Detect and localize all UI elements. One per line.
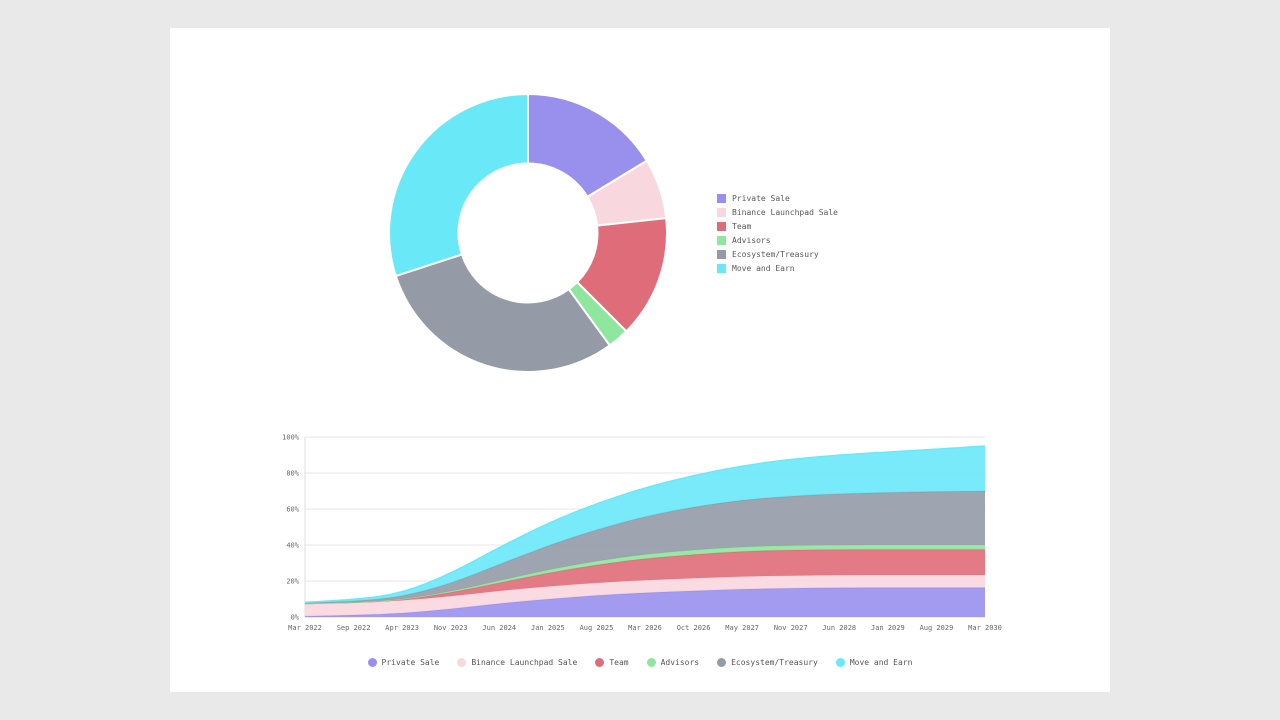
area-band-5[interactable] bbox=[305, 446, 985, 603]
y-tick-label: 20% bbox=[286, 578, 299, 586]
allocation-donut-chart[interactable] bbox=[388, 93, 668, 373]
area-band-1[interactable] bbox=[305, 575, 985, 617]
legend-dot-icon bbox=[595, 657, 605, 667]
legend-label: Advisors bbox=[732, 236, 771, 245]
x-tick-label: Oct 2026 bbox=[677, 624, 711, 632]
legend-label: Ecosystem/Treasury bbox=[731, 657, 818, 667]
area-chart-legend: Private Sale Binance Launchpad Sale Team Ad… bbox=[170, 652, 1110, 672]
legend-dot-icon bbox=[457, 657, 467, 667]
donut-legend-item[interactable]: Move and Earn bbox=[717, 264, 838, 273]
donut-legend: Private Sale Binance Launchpad Sale Team Ad… bbox=[717, 194, 838, 273]
legend-label: Team bbox=[609, 657, 629, 667]
legend-label: Move and Earn bbox=[849, 657, 913, 667]
area-legend-item[interactable]: Team bbox=[595, 657, 629, 667]
area-legend-item[interactable]: Move and Earn bbox=[835, 657, 913, 667]
area-legend-item[interactable]: Private Sale bbox=[367, 657, 440, 667]
area-band-3[interactable] bbox=[305, 545, 985, 604]
legend-label: Move and Earn bbox=[732, 264, 795, 273]
area-legend-item[interactable]: Advisors bbox=[646, 657, 700, 667]
y-tick-label: 0% bbox=[291, 614, 300, 622]
area-band-0[interactable] bbox=[305, 587, 985, 617]
x-tick-label: Nov 2027 bbox=[774, 624, 808, 632]
x-tick-label: Jun 2024 bbox=[482, 624, 516, 632]
legend-swatch-icon bbox=[717, 222, 726, 231]
y-tick-label: 60% bbox=[286, 506, 299, 514]
donut-legend-item[interactable]: Ecosystem/Treasury bbox=[717, 250, 838, 259]
donut-slice-4[interactable] bbox=[394, 253, 612, 373]
legend-swatch-icon bbox=[717, 236, 726, 245]
x-tick-label: May 2027 bbox=[725, 624, 759, 632]
x-tick-label: Mar 2022 bbox=[288, 624, 322, 632]
legend-label: Binance Launchpad Sale bbox=[471, 657, 578, 667]
legend-label: Binance Launchpad Sale bbox=[732, 208, 838, 217]
legend-label: Advisors bbox=[660, 657, 700, 667]
x-tick-label: Sep 2022 bbox=[337, 624, 371, 632]
donut-legend-item[interactable]: Private Sale bbox=[717, 194, 838, 203]
y-tick-label: 40% bbox=[286, 542, 299, 550]
legend-swatch-icon bbox=[717, 208, 726, 217]
donut-legend-item[interactable]: Binance Launchpad Sale bbox=[717, 208, 838, 217]
legend-dot-icon bbox=[717, 657, 727, 667]
x-tick-label: Jan 2025 bbox=[531, 624, 565, 632]
area-legend-item[interactable]: Binance Launchpad Sale bbox=[457, 657, 578, 667]
y-tick-label: 100% bbox=[282, 434, 300, 442]
x-tick-label: Mar 2026 bbox=[628, 624, 662, 632]
donut-slice-5[interactable] bbox=[388, 93, 529, 278]
area-band-4[interactable] bbox=[305, 491, 985, 604]
x-tick-label: Jun 2028 bbox=[822, 624, 856, 632]
legend-label: Private Sale bbox=[732, 194, 790, 203]
tokenomics-card: Private Sale Binance Launchpad Sale Team Ad… bbox=[170, 28, 1110, 692]
x-tick-label: Apr 2023 bbox=[385, 624, 419, 632]
vesting-area-chart[interactable]: 0% 20% 40% 60% 80% 100% Mar 2022 Sep 2022 Apr 20… bbox=[270, 428, 1015, 643]
x-tick-label: Aug 2025 bbox=[580, 624, 614, 632]
legend-swatch-icon bbox=[717, 250, 726, 259]
legend-dot-icon bbox=[835, 657, 845, 667]
legend-swatch-icon bbox=[717, 264, 726, 273]
x-tick-label: Mar 2030 bbox=[968, 624, 1002, 632]
x-tick-label: Jan 2029 bbox=[871, 624, 905, 632]
legend-dot-icon bbox=[367, 657, 377, 667]
donut-legend-item[interactable]: Advisors bbox=[717, 236, 838, 245]
legend-label: Private Sale bbox=[381, 657, 440, 667]
x-tick-label: Aug 2029 bbox=[920, 624, 954, 632]
legend-dot-icon bbox=[646, 657, 656, 667]
area-band-2[interactable] bbox=[305, 549, 985, 604]
x-tick-label: Nov 2023 bbox=[434, 624, 468, 632]
legend-label: Team bbox=[732, 222, 752, 231]
donut-legend-item[interactable]: Team bbox=[717, 222, 838, 231]
legend-swatch-icon bbox=[717, 194, 726, 203]
area-legend-item[interactable]: Ecosystem/Treasury bbox=[717, 657, 818, 667]
legend-label: Ecosystem/Treasury bbox=[732, 250, 819, 259]
y-tick-label: 80% bbox=[286, 470, 299, 478]
